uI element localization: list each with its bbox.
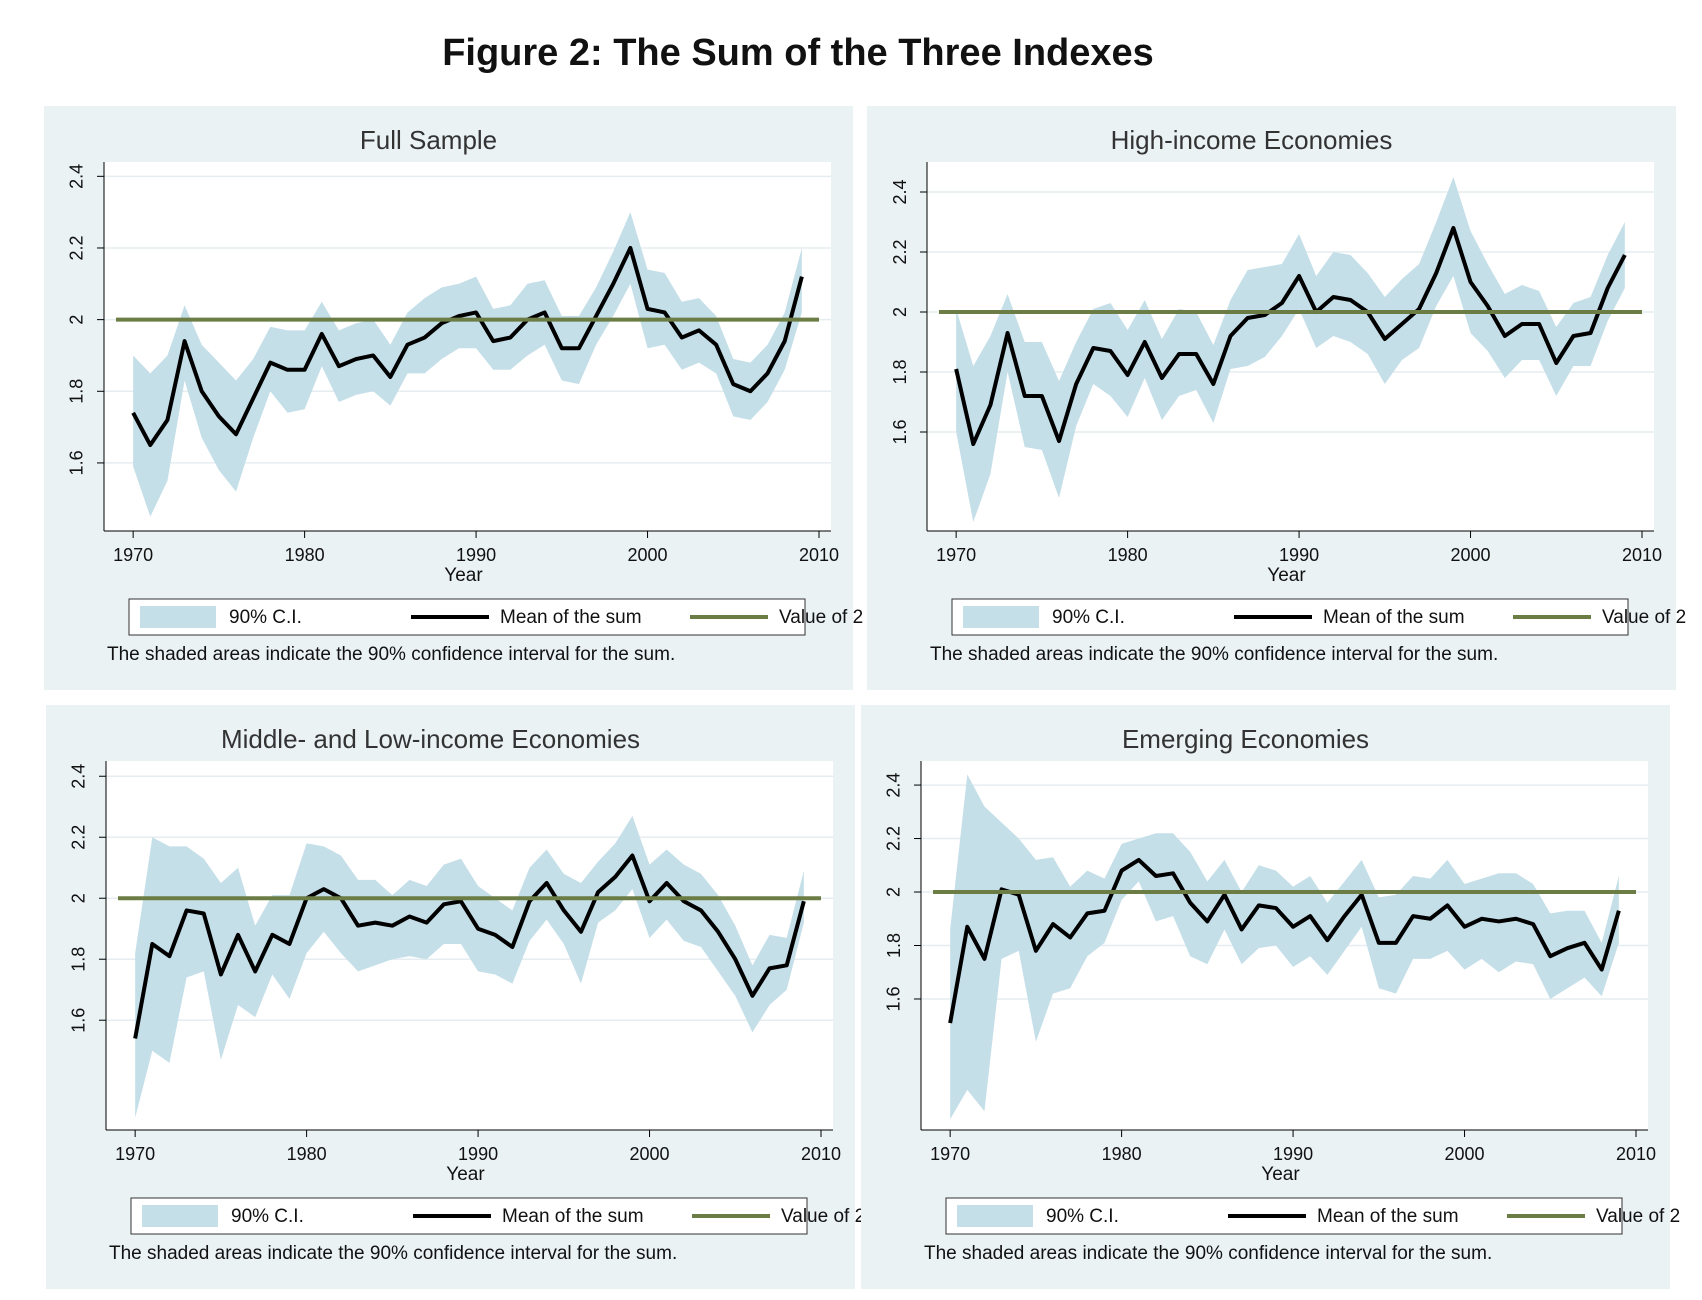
ci-band bbox=[135, 815, 804, 1118]
legend-label: 90% C.I. bbox=[231, 1206, 304, 1227]
x-axis-label: Year bbox=[1267, 565, 1306, 586]
panel: Full Sample 1.6 1.8 2 2.2 2.4 1970 1980 1990 2000… bbox=[44, 106, 863, 690]
note: The shaded areas indicate the 90% confid… bbox=[930, 644, 1498, 665]
y-tick-label: 2.4 bbox=[884, 773, 904, 798]
y-tick-label: 2.2 bbox=[67, 235, 87, 260]
x-tick-label: 1980 bbox=[285, 545, 325, 565]
note: The shaded areas indicate the 90% confid… bbox=[924, 1243, 1492, 1264]
x-tick-label: 2000 bbox=[628, 545, 668, 565]
y-tick-label: 1.8 bbox=[67, 379, 87, 404]
y-tick-label: 2.4 bbox=[67, 164, 87, 189]
ci-band bbox=[133, 212, 802, 517]
legend-swatch bbox=[957, 1205, 1033, 1227]
panel: Middle- and Low-income Economies 1.6 1.8 2 2… bbox=[46, 705, 865, 1289]
legend-swatch bbox=[140, 606, 216, 628]
note: The shaded areas indicate the 90% confid… bbox=[109, 1243, 677, 1264]
y-tick-label: 2 bbox=[69, 893, 89, 903]
y-tick-label: 1.6 bbox=[890, 419, 910, 444]
panel-title: Emerging Economies bbox=[1122, 724, 1369, 754]
x-tick-label: 1990 bbox=[1273, 1144, 1313, 1164]
x-tick-label: 2000 bbox=[1451, 545, 1491, 565]
y-tick-label: 1.6 bbox=[67, 450, 87, 475]
x-tick-label: 2000 bbox=[1445, 1144, 1485, 1164]
y-tick-label: 1.8 bbox=[69, 947, 89, 972]
ci-band bbox=[950, 774, 1619, 1120]
legend-label: Value of 2 bbox=[781, 1206, 865, 1227]
y-tick-label: 2.4 bbox=[890, 179, 910, 204]
x-tick-label: 1970 bbox=[115, 1144, 155, 1164]
y-tick-label: 1.8 bbox=[884, 933, 904, 958]
x-axis-label: Year bbox=[446, 1164, 485, 1185]
figure-title: Figure 2: The Sum of the Three Indexes bbox=[442, 32, 1154, 74]
ci-band bbox=[956, 177, 1625, 522]
panel-title: Full Sample bbox=[360, 125, 497, 155]
y-tick-label: 1.6 bbox=[884, 986, 904, 1011]
x-tick-label: 1990 bbox=[456, 545, 496, 565]
x-tick-label: 2010 bbox=[801, 1144, 841, 1164]
legend-label: Mean of the sum bbox=[502, 1206, 644, 1227]
x-tick-label: 2000 bbox=[630, 1144, 670, 1164]
x-axis-label: Year bbox=[1261, 1164, 1300, 1185]
legend-label: Value of 2 bbox=[1602, 607, 1686, 628]
legend-swatch bbox=[963, 606, 1039, 628]
legend-label: 90% C.I. bbox=[229, 607, 302, 628]
panel-title: Middle- and Low-income Economies bbox=[221, 724, 640, 754]
legend-swatch bbox=[142, 1205, 218, 1227]
x-tick-label: 1990 bbox=[458, 1144, 498, 1164]
legend-label: Mean of the sum bbox=[1317, 1206, 1459, 1227]
panel: High-income Economies 1.6 1.8 2 2.2 2.4 1970 19… bbox=[867, 106, 1686, 690]
y-tick-label: 2 bbox=[884, 887, 904, 897]
y-tick-label: 2 bbox=[890, 307, 910, 317]
x-axis-label: Year bbox=[444, 565, 483, 586]
legend-label: Mean of the sum bbox=[1323, 607, 1465, 628]
x-tick-label: 1970 bbox=[930, 1144, 970, 1164]
legend-label: 90% C.I. bbox=[1046, 1206, 1119, 1227]
panel: Emerging Economies 1.6 1.8 2 2.2 2.4 1970 1980 1… bbox=[861, 705, 1680, 1289]
legend-label: Value of 2 bbox=[779, 607, 863, 628]
x-tick-label: 1970 bbox=[113, 545, 153, 565]
y-tick-label: 1.6 bbox=[69, 1008, 89, 1033]
mean-line bbox=[948, 857, 1621, 1024]
x-tick-label: 2010 bbox=[1616, 1144, 1656, 1164]
x-tick-label: 2010 bbox=[799, 545, 839, 565]
y-tick-label: 2.4 bbox=[69, 764, 89, 789]
y-tick-label: 2.2 bbox=[69, 825, 89, 850]
mean-line bbox=[131, 245, 804, 448]
x-tick-label: 1980 bbox=[1102, 1144, 1142, 1164]
y-tick-label: 1.8 bbox=[890, 359, 910, 384]
y-tick-label: 2.2 bbox=[884, 826, 904, 851]
x-tick-label: 1990 bbox=[1279, 545, 1319, 565]
legend-label: 90% C.I. bbox=[1052, 607, 1125, 628]
note: The shaded areas indicate the 90% confid… bbox=[107, 644, 675, 665]
legend-label: Value of 2 bbox=[1596, 1206, 1680, 1227]
mean-line bbox=[133, 853, 806, 1039]
x-tick-label: 2010 bbox=[1622, 545, 1662, 565]
x-tick-label: 1970 bbox=[936, 545, 976, 565]
x-tick-label: 1980 bbox=[1108, 545, 1148, 565]
mean-line bbox=[954, 226, 1627, 446]
panel-title: High-income Economies bbox=[1111, 125, 1393, 155]
y-tick-label: 2 bbox=[67, 315, 87, 325]
y-tick-label: 2.2 bbox=[890, 239, 910, 264]
x-tick-label: 1980 bbox=[287, 1144, 327, 1164]
legend-label: Mean of the sum bbox=[500, 607, 642, 628]
